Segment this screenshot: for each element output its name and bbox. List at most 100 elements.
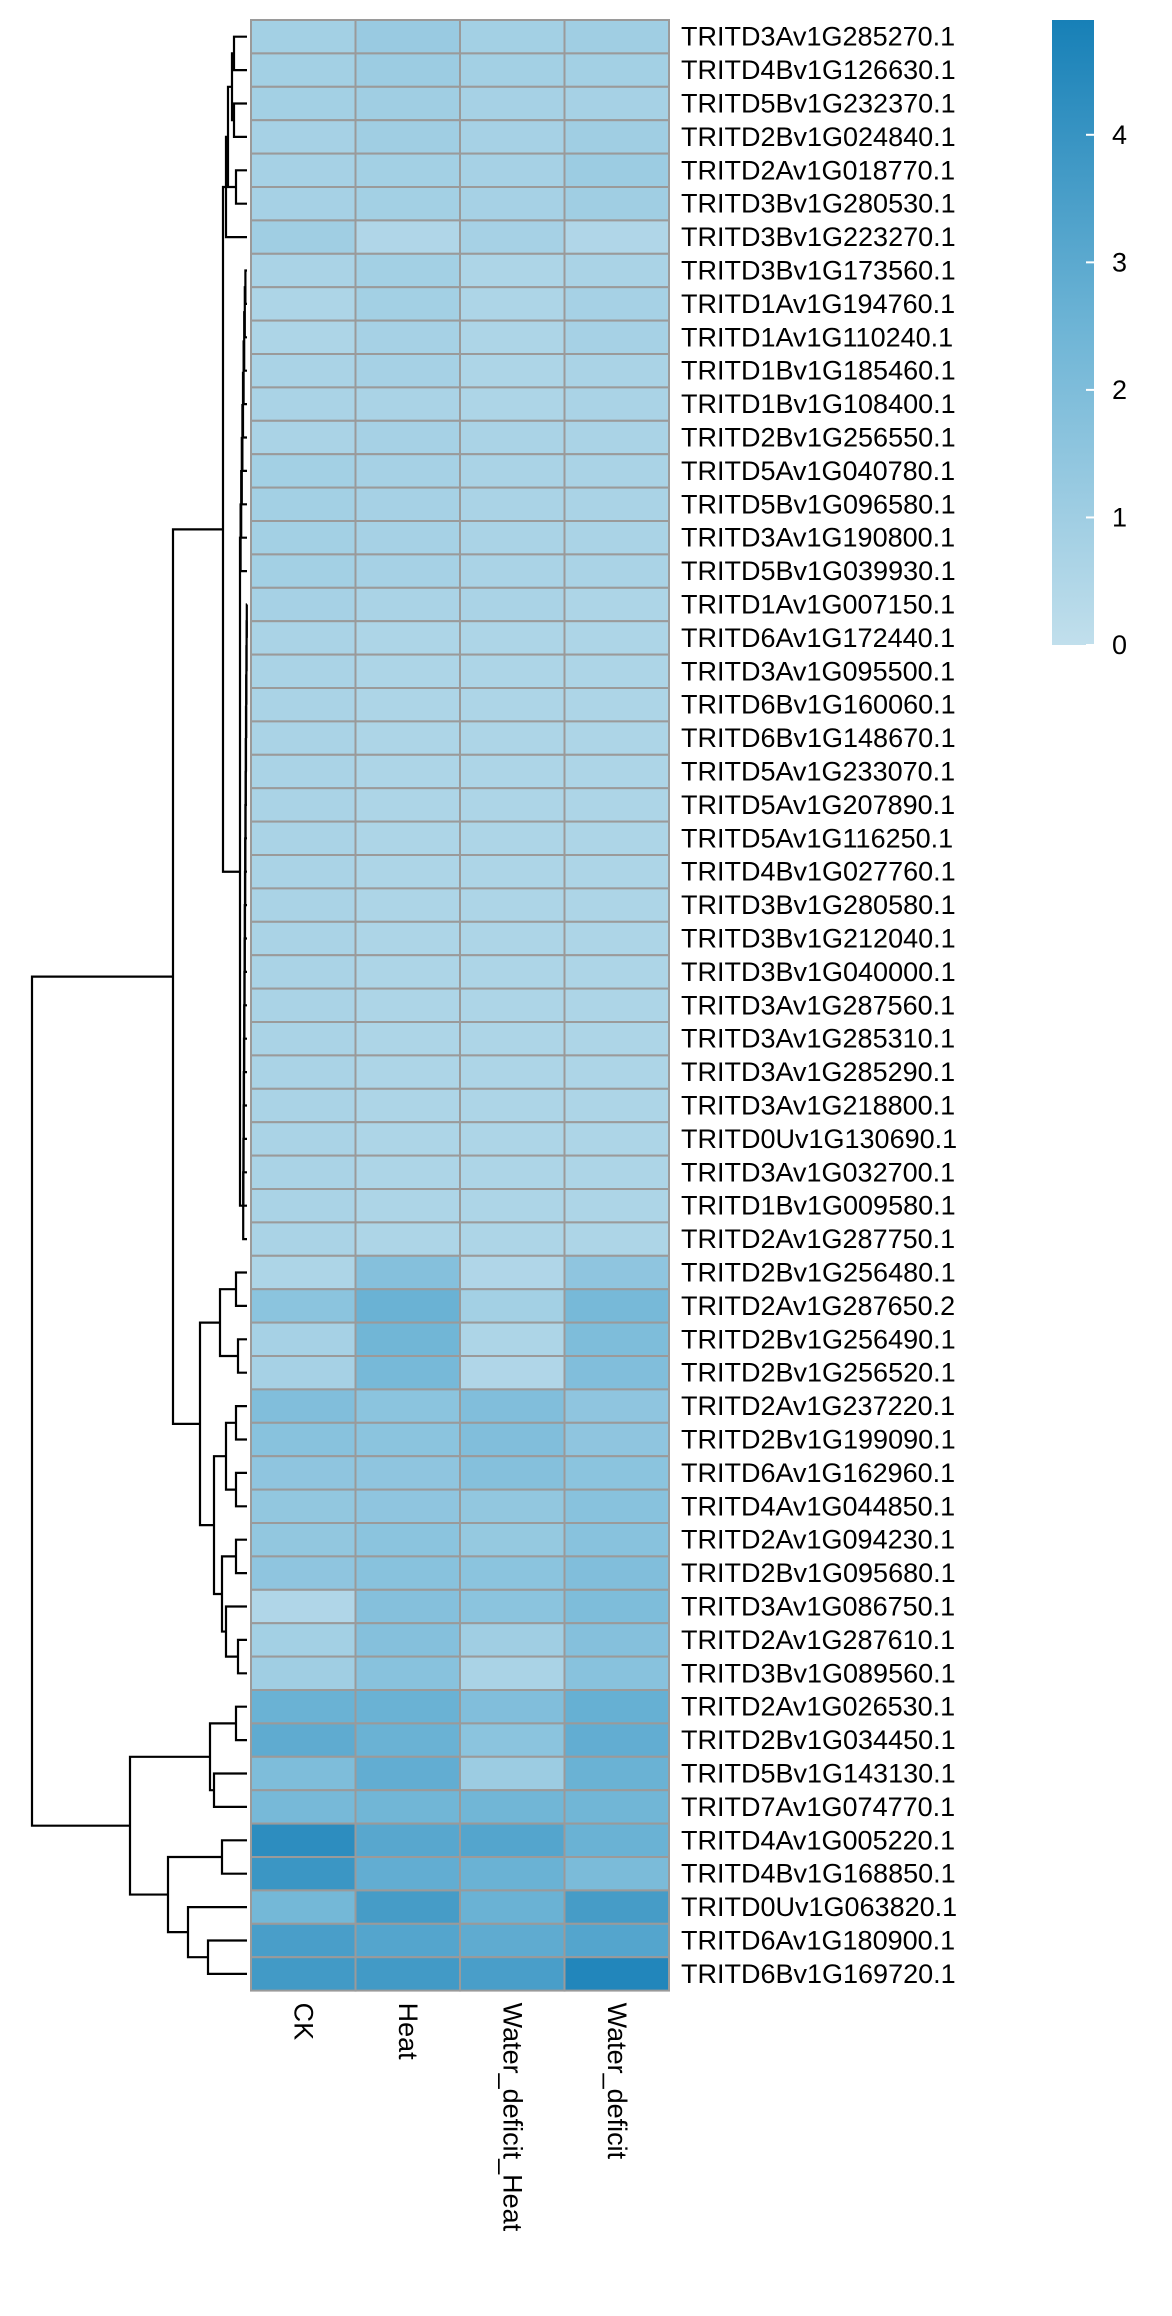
heatmap-cell [460,1924,565,1957]
legend-tick-label: 4 [1112,120,1127,150]
heatmap-cell [565,1957,670,1990]
heatmap-cell [460,1490,565,1523]
heatmap-cell [251,1890,356,1923]
heatmap-cell [356,1957,461,1990]
row-label: TRITD3Av1G218800.1 [681,1091,955,1121]
heatmap-cell [565,1890,670,1923]
heatmap-cell [460,888,565,921]
row-label: TRITD4Av1G005220.1 [681,1825,955,1855]
heatmap-cell [251,1590,356,1623]
heatmap-cell [565,87,670,120]
heatmap-cell [251,1323,356,1356]
heatmap-cell [251,53,356,86]
legend-color-bar [1052,20,1094,645]
heatmap-cell [565,1256,670,1289]
row-label: TRITD5Av1G207890.1 [681,790,955,820]
column-label: Heat [393,2003,423,2061]
heatmap-cell [356,955,461,988]
row-label: TRITD3Bv1G280530.1 [681,189,956,219]
heatmap-cell [356,387,461,420]
heatmap-cell [460,1356,565,1389]
row-label: TRITD6Av1G162960.1 [681,1458,955,1488]
row-label: TRITD3Av1G095500.1 [681,656,955,686]
dendrogram-branch [168,1857,222,1932]
heatmap-cell [251,554,356,587]
dendrogram-branch [226,1607,247,1657]
heatmap-cell [565,421,670,454]
row-label: TRITD7Av1G074770.1 [681,1792,955,1822]
heatmap-cell [460,154,565,187]
row-label: TRITD4Bv1G168850.1 [681,1859,956,1889]
heatmap-cell [460,1690,565,1723]
heatmap-cell [460,321,565,354]
row-label: TRITD2Bv1G256480.1 [681,1258,956,1288]
heatmap-cell [251,1055,356,1088]
heatmap-cell [356,53,461,86]
dendrogram-branch [238,1339,247,1372]
heatmap-cell [251,321,356,354]
heatmap-cell [565,822,670,855]
column-label: Water_deficit [602,2003,632,2160]
heatmap-cell [565,721,670,754]
heatmap-cell [460,1089,565,1122]
heatmap-cell [565,53,670,86]
dendrogram-branch [236,170,247,203]
heatmap-cell [356,1222,461,1255]
row-label: TRITD1Bv1G185460.1 [681,356,956,386]
heatmap-cell [460,822,565,855]
heatmap-cell [565,1089,670,1122]
heatmap-cell [565,1156,670,1189]
heatmap-cell [251,1022,356,1055]
heatmap-cell [251,220,356,253]
heatmap-cell [251,120,356,153]
heatmap-cell [565,354,670,387]
heatmap-cell [251,387,356,420]
heatmap-cell [460,1055,565,1088]
heatmap-cell [460,755,565,788]
heatmap-cell [251,855,356,888]
heatmap-cell [460,1623,565,1656]
heatmap-cell [251,1790,356,1823]
heatmap-cell [565,655,670,688]
heatmap-cell [460,688,565,721]
heatmap-cell [356,1623,461,1656]
heatmap-cell [251,822,356,855]
heatmap-cell [460,220,565,253]
row-label: TRITD3Av1G285270.1 [681,22,955,52]
heatmap-cell [565,621,670,654]
heatmap-cell [251,1857,356,1890]
heatmap-cell [565,922,670,955]
heatmap-cell [565,20,670,53]
heatmap-cell [460,421,565,454]
heatmap-cell [460,120,565,153]
heatmap-cell [565,1556,670,1589]
heatmap-cell [565,989,670,1022]
heatmap-cell [565,955,670,988]
heatmap-cell [251,1824,356,1857]
row-label: TRITD5Bv1G232370.1 [681,89,956,119]
heatmap-cell [565,387,670,420]
heatmap-cell [251,421,356,454]
row-label: TRITD1Av1G007150.1 [681,590,955,620]
heatmap-cell [565,1523,670,1556]
heatmap-cell [251,20,356,53]
row-label: TRITD3Bv1G089560.1 [681,1658,956,1688]
row-label: TRITD5Av1G040780.1 [681,456,955,486]
heatmap-cell [356,1156,461,1189]
heatmap-cell [356,1556,461,1589]
heatmap-cell [460,588,565,621]
row-label: TRITD0Uv1G063820.1 [681,1892,957,1922]
heatmap-cell [565,1189,670,1222]
row-label: TRITD3Av1G032700.1 [681,1157,955,1187]
heatmap-cell [460,387,565,420]
heatmap-cell [460,1523,565,1556]
heatmap-cell [251,1690,356,1723]
legend-tick-label: 3 [1112,247,1127,277]
heatmap-cell [251,1156,356,1189]
row-label: TRITD4Bv1G126630.1 [681,55,956,85]
heatmap-cell [460,1122,565,1155]
heatmap-cell [251,1657,356,1690]
heatmap-cell [251,788,356,821]
